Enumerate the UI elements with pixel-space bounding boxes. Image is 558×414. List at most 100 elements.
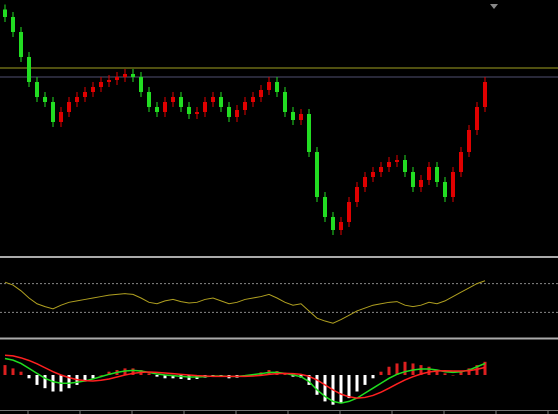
histogram-bar: [19, 371, 23, 375]
histogram-bar: [67, 375, 71, 389]
candle-body: [83, 92, 87, 97]
histogram-bar: [347, 375, 351, 399]
candle-body: [355, 187, 359, 202]
candle-body: [331, 217, 335, 230]
candle-body: [243, 102, 247, 110]
histogram-bar: [419, 365, 423, 375]
histogram-bar: [355, 375, 359, 392]
histogram-bar: [99, 375, 103, 376]
histogram-bar: [43, 375, 47, 389]
candle-body: [211, 97, 215, 102]
candle-body: [171, 97, 175, 102]
histogram-bar: [51, 375, 55, 392]
candle-body: [395, 160, 399, 162]
candle-body: [227, 107, 231, 117]
histogram-bar: [379, 371, 383, 375]
histogram-bar: [83, 375, 87, 382]
histogram-bar: [147, 373, 151, 375]
candle-body: [459, 152, 463, 172]
candle-body: [451, 172, 455, 197]
histogram-bar: [483, 361, 487, 375]
candle-body: [403, 160, 407, 172]
histogram-bar: [387, 366, 391, 375]
candle-body: [131, 74, 135, 77]
histogram-bar: [371, 375, 375, 379]
candle-body: [3, 9, 7, 17]
candle-body: [419, 180, 423, 187]
candle-body: [483, 82, 487, 107]
histogram-bar: [427, 366, 431, 375]
candle-body: [155, 107, 159, 112]
candle-body: [387, 162, 391, 167]
candle-body: [315, 152, 319, 197]
candle-body: [51, 102, 55, 122]
candle-body: [163, 102, 167, 112]
candle-body: [139, 77, 143, 92]
histogram-bar: [467, 368, 471, 375]
macd-line: [4, 354, 486, 399]
candle-body: [187, 107, 191, 114]
candle-body: [267, 82, 271, 90]
histogram-bar: [451, 375, 455, 376]
candle-body: [107, 80, 111, 82]
candle-body: [91, 87, 95, 92]
histogram-bar: [3, 365, 7, 375]
candle-body: [195, 112, 199, 114]
histogram-bar: [131, 368, 135, 375]
histogram-bar: [291, 375, 295, 377]
candle-body: [123, 74, 127, 77]
candle-body: [251, 97, 255, 102]
candle-body: [179, 97, 183, 107]
candle-body: [275, 82, 279, 92]
candle-body: [203, 102, 207, 112]
histogram-bar: [459, 371, 463, 375]
histogram-bar: [171, 375, 175, 379]
candle-body: [259, 90, 263, 97]
candle-body: [11, 17, 15, 32]
candle-body: [299, 114, 303, 120]
shift-marker[interactable]: [490, 4, 498, 9]
histogram-bar: [443, 373, 447, 375]
candle-body: [67, 102, 71, 112]
candle-body: [323, 197, 327, 217]
candle-body: [371, 172, 375, 177]
candle-body: [427, 167, 431, 180]
candle-body: [307, 114, 311, 152]
candle-body: [59, 112, 63, 122]
candle-body: [411, 172, 415, 187]
histogram-bar: [323, 375, 327, 402]
candle-body: [435, 167, 439, 182]
candle-body: [339, 222, 343, 230]
histogram-bar: [27, 375, 31, 379]
histogram-bar: [11, 368, 15, 375]
histogram-bar: [163, 375, 167, 379]
indicator-line: [4, 280, 486, 324]
candle-body: [27, 57, 31, 82]
histogram-bar: [283, 373, 287, 375]
candle-body: [379, 167, 383, 172]
histogram-bar: [363, 375, 367, 385]
candle-body: [347, 202, 351, 222]
histogram-bar: [35, 375, 39, 385]
candle-body: [43, 97, 47, 102]
histogram-bar: [91, 375, 95, 379]
histogram-bar: [107, 371, 111, 375]
candle-body: [99, 82, 103, 87]
candle-body: [147, 92, 151, 107]
histogram-bar: [411, 363, 415, 375]
candle-body: [363, 177, 367, 187]
candle-body: [235, 110, 239, 117]
candle-body: [443, 182, 447, 197]
candle-body: [35, 82, 39, 97]
candle-body: [115, 77, 119, 80]
histogram-bar: [403, 361, 407, 375]
histogram-bar: [307, 375, 311, 385]
candle-body: [467, 130, 471, 152]
candle-body: [219, 97, 223, 107]
histogram-bar: [155, 375, 159, 377]
histogram-bar: [435, 370, 439, 375]
histogram-bar: [339, 375, 343, 404]
candle-body: [291, 112, 295, 120]
